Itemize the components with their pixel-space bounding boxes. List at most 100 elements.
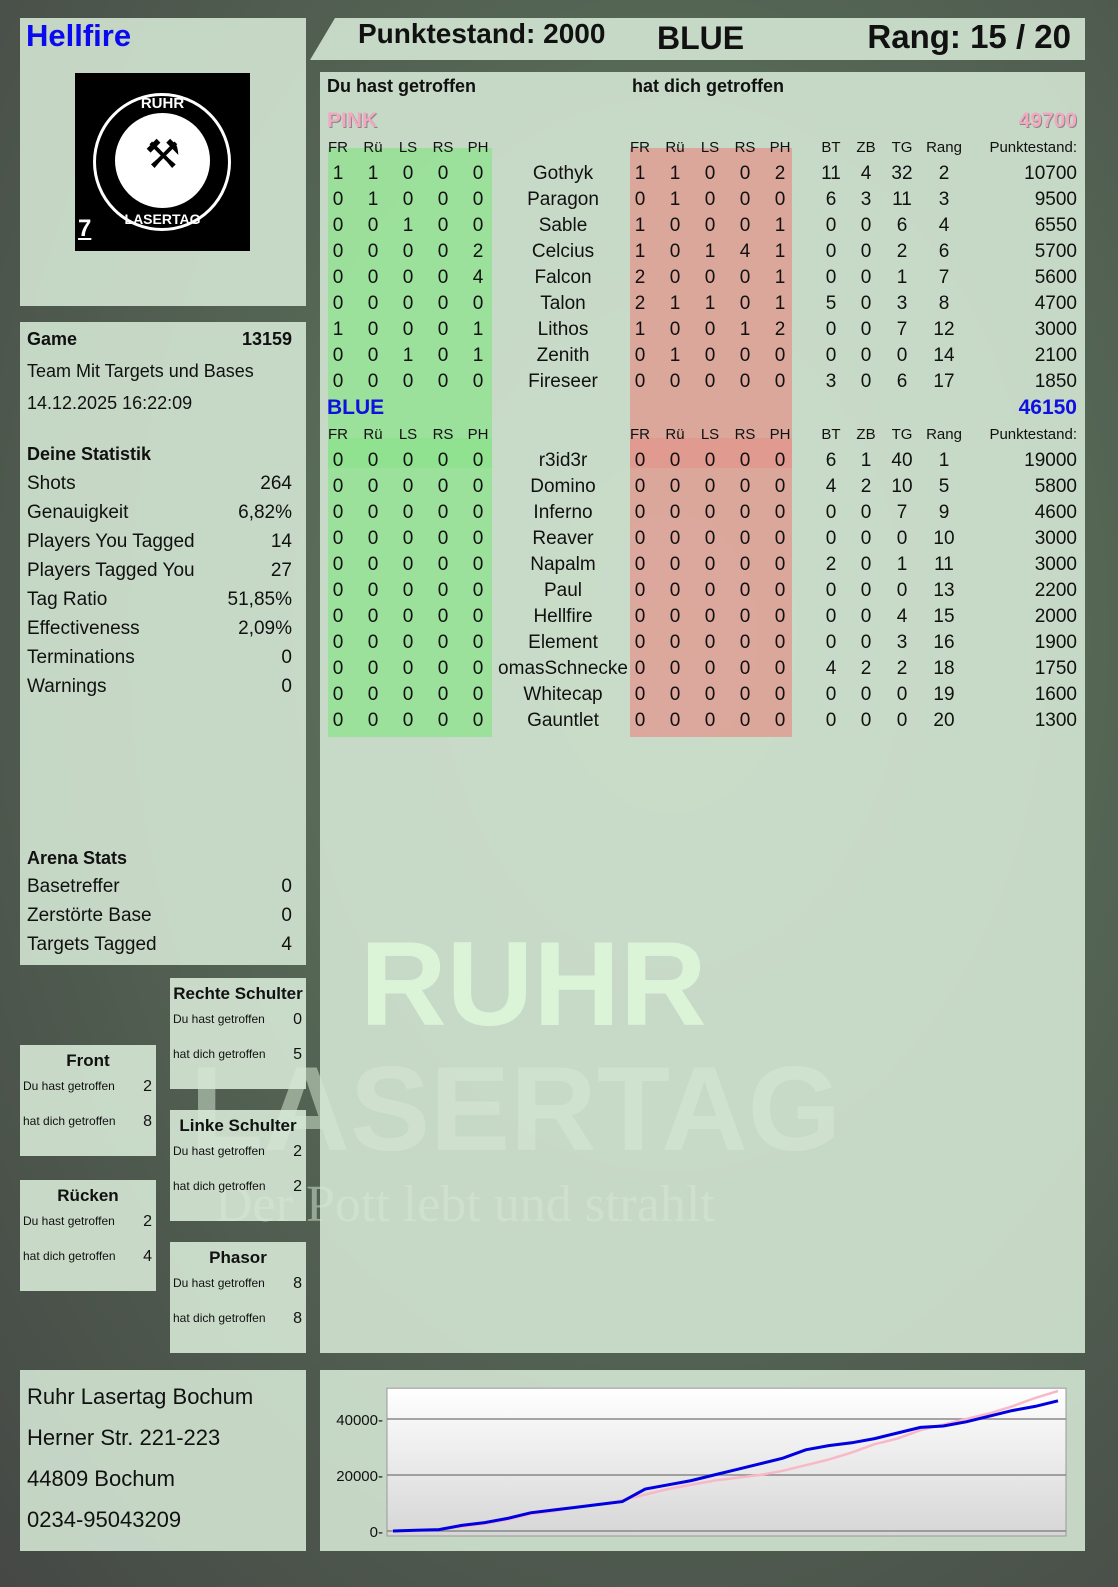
- you-hit-value: 0: [332, 632, 344, 653]
- column-header: BT: [821, 426, 841, 443]
- hit-you-value: 0: [704, 606, 716, 627]
- stat-value: 0: [896, 684, 908, 705]
- zone-you-hit-label: Du hast getroffen: [173, 1012, 265, 1026]
- column-header: RS: [432, 139, 454, 156]
- y-tick-label: 40000-: [336, 1412, 383, 1429]
- you-hit-value: 0: [332, 502, 344, 523]
- zone-you-hit-label: Du hast getroffen: [23, 1079, 115, 1093]
- stat-value: 0: [281, 876, 292, 897]
- hit-you-value: 0: [634, 684, 646, 705]
- stat-value: 7: [938, 267, 950, 288]
- player-row[interactable]: 0 0 0 0 0 Hellfire 0 0 0 0 0 0 0 4 15 2000: [320, 604, 1085, 630]
- stat-label: Terminations: [27, 647, 135, 668]
- you-hit-value: 0: [367, 215, 379, 236]
- you-hit-heading: Du hast getroffen: [327, 76, 477, 96]
- score-chart: 0- 20000- 40000-: [336, 1387, 1067, 1541]
- stat-value: 27: [270, 560, 292, 581]
- stat-value: 13: [933, 580, 955, 601]
- you-hit-value: 1: [472, 319, 484, 340]
- stat-value: 0: [896, 710, 908, 731]
- hit-you-value: 0: [634, 189, 646, 210]
- hit-you-value: 1: [774, 215, 786, 236]
- player-row[interactable]: 1 0 0 0 1 Lithos 1 0 0 1 2 0 0 7 12 3000: [320, 317, 1085, 343]
- hit-you-value: 0: [669, 215, 681, 236]
- stat-value: 0: [860, 345, 872, 366]
- stat-label: Targets Tagged: [27, 934, 157, 955]
- stat-value: 19: [933, 684, 955, 705]
- you-hit-column-bg: [328, 148, 492, 468]
- stat-value: 4: [825, 476, 837, 497]
- player-score: 4600: [1034, 502, 1077, 523]
- player-score: Punktestand: 2000: [358, 18, 606, 49]
- stat-value: 3: [938, 189, 950, 210]
- player-row[interactable]: 0 0 0 0 0 Domino 0 0 0 0 0 4 2 10 5 5800: [320, 474, 1085, 500]
- stat-row: Genauigkeit 6,82%: [27, 498, 292, 527]
- you-hit-value: 0: [472, 371, 484, 392]
- player-row[interactable]: 0 0 1 0 0 Sable 1 0 0 0 1 0 0 6 4 6550: [320, 213, 1085, 239]
- hit-you-value: 0: [634, 580, 646, 601]
- you-hit-value: 0: [472, 163, 484, 184]
- stat-label: Players You Tagged: [27, 531, 195, 552]
- player-row[interactable]: 1 1 0 0 0 Gothyk 1 1 0 0 2 11 4 32 2 10700: [320, 161, 1085, 187]
- stat-row: Tag Ratio 51,85%: [27, 585, 292, 614]
- player-score: 5700: [1034, 241, 1077, 262]
- column-header: Punktestand:: [989, 426, 1077, 443]
- you-hit-value: 0: [437, 450, 449, 471]
- stat-value: 4: [938, 215, 950, 236]
- you-hit-value: 0: [367, 684, 379, 705]
- hit-you-value: 0: [704, 450, 716, 471]
- player-row[interactable]: 0 0 1 0 1 Zenith 0 1 0 0 0 0 0 0 14 2100: [320, 343, 1085, 369]
- hit-you-value: 0: [669, 528, 681, 549]
- stat-value: 0: [825, 710, 837, 731]
- address-phone: 0234-95043209: [27, 1507, 182, 1532]
- hit-you-value: 0: [739, 606, 751, 627]
- you-hit-value: 0: [332, 658, 344, 679]
- you-hit-value: 0: [367, 658, 379, 679]
- hit-you-value: 0: [739, 345, 751, 366]
- player-row[interactable]: 0 0 0 0 0 Paul 0 0 0 0 0 0 0 0 13 2200: [320, 578, 1085, 604]
- you-hit-value: 0: [332, 606, 344, 627]
- stat-value: 20: [933, 710, 955, 731]
- score-chart-panel: 0- 20000- 40000-: [320, 1370, 1085, 1551]
- you-hit-value: 0: [402, 371, 414, 392]
- hit-you-value: 0: [739, 293, 751, 314]
- player-row[interactable]: 0 0 0 0 2 Celcius 1 0 1 4 1 0 0 2 6 5700: [320, 239, 1085, 265]
- stat-value: 0: [825, 319, 837, 340]
- you-hit-value: 0: [437, 528, 449, 549]
- game-label: Game: [27, 329, 78, 349]
- player-row[interactable]: 0 0 0 0 0 Whitecap 0 0 0 0 0 0 0 0 19 1600: [320, 682, 1085, 708]
- player-row[interactable]: 0 0 0 0 0 Element 0 0 0 0 0 0 0 3 16 1900: [320, 630, 1085, 656]
- player-score: 6550: [1034, 215, 1077, 236]
- player-team: BLUE: [657, 20, 745, 56]
- hit-you-value: 0: [704, 632, 716, 653]
- stat-value: 18: [933, 658, 955, 679]
- you-hit-value: 0: [437, 163, 449, 184]
- player-row[interactable]: 0 1 0 0 0 Paragon 0 1 0 0 0 6 3 11 3 9500: [320, 187, 1085, 213]
- player-row[interactable]: 0 0 0 0 0 Gauntlet 0 0 0 0 0 0 0 0 20 1300: [320, 708, 1085, 734]
- column-header: LS: [398, 139, 418, 156]
- player-row[interactable]: 0 0 0 0 4 Falcon 2 0 0 0 1 0 0 1 7 5600: [320, 265, 1085, 291]
- you-hit-value: 0: [402, 267, 414, 288]
- player-row[interactable]: 0 0 0 0 0 Napalm 0 0 0 0 0 2 0 1 11 3000: [320, 552, 1085, 578]
- you-hit-value: 0: [472, 606, 484, 627]
- hit-you-value: 0: [739, 684, 751, 705]
- player-row[interactable]: 0 0 0 0 0 Talon 2 1 1 0 1 5 0 3 8 4700: [320, 291, 1085, 317]
- you-hit-value: 0: [437, 554, 449, 575]
- player-row[interactable]: 0 0 0 0 0 Reaver 0 0 0 0 0 0 0 0 10 3000: [320, 526, 1085, 552]
- hit-you-value: 0: [739, 267, 751, 288]
- hit-you-value: 0: [704, 267, 716, 288]
- player-row[interactable]: 0 0 0 0 0 omasSchnecke 0 0 0 0 0 4 2 2 18 1750: [320, 656, 1085, 682]
- player-row[interactable]: 0 0 0 0 0 Fireseer 0 0 0 0 0 3 0 6 17 1850: [320, 369, 1085, 395]
- player-row[interactable]: 0 0 0 0 0 Inferno 0 0 0 0 0 0 0 7 9 4600: [320, 500, 1085, 526]
- column-header: Rang: [926, 139, 962, 156]
- player-name: Sable: [538, 215, 588, 236]
- zone-title: Front: [66, 1051, 110, 1070]
- you-hit-value: 0: [402, 319, 414, 340]
- column-header: ZB: [856, 426, 876, 443]
- hit-you-value: 0: [634, 371, 646, 392]
- player-row[interactable]: 0 0 0 0 0 r3id3r 0 0 0 0 0 6 1 40 1 19000: [320, 448, 1085, 474]
- stat-value: 14: [270, 531, 292, 552]
- hit-you-value: 0: [739, 163, 751, 184]
- stat-value: 1: [896, 554, 908, 575]
- player-name: Fireseer: [528, 371, 598, 392]
